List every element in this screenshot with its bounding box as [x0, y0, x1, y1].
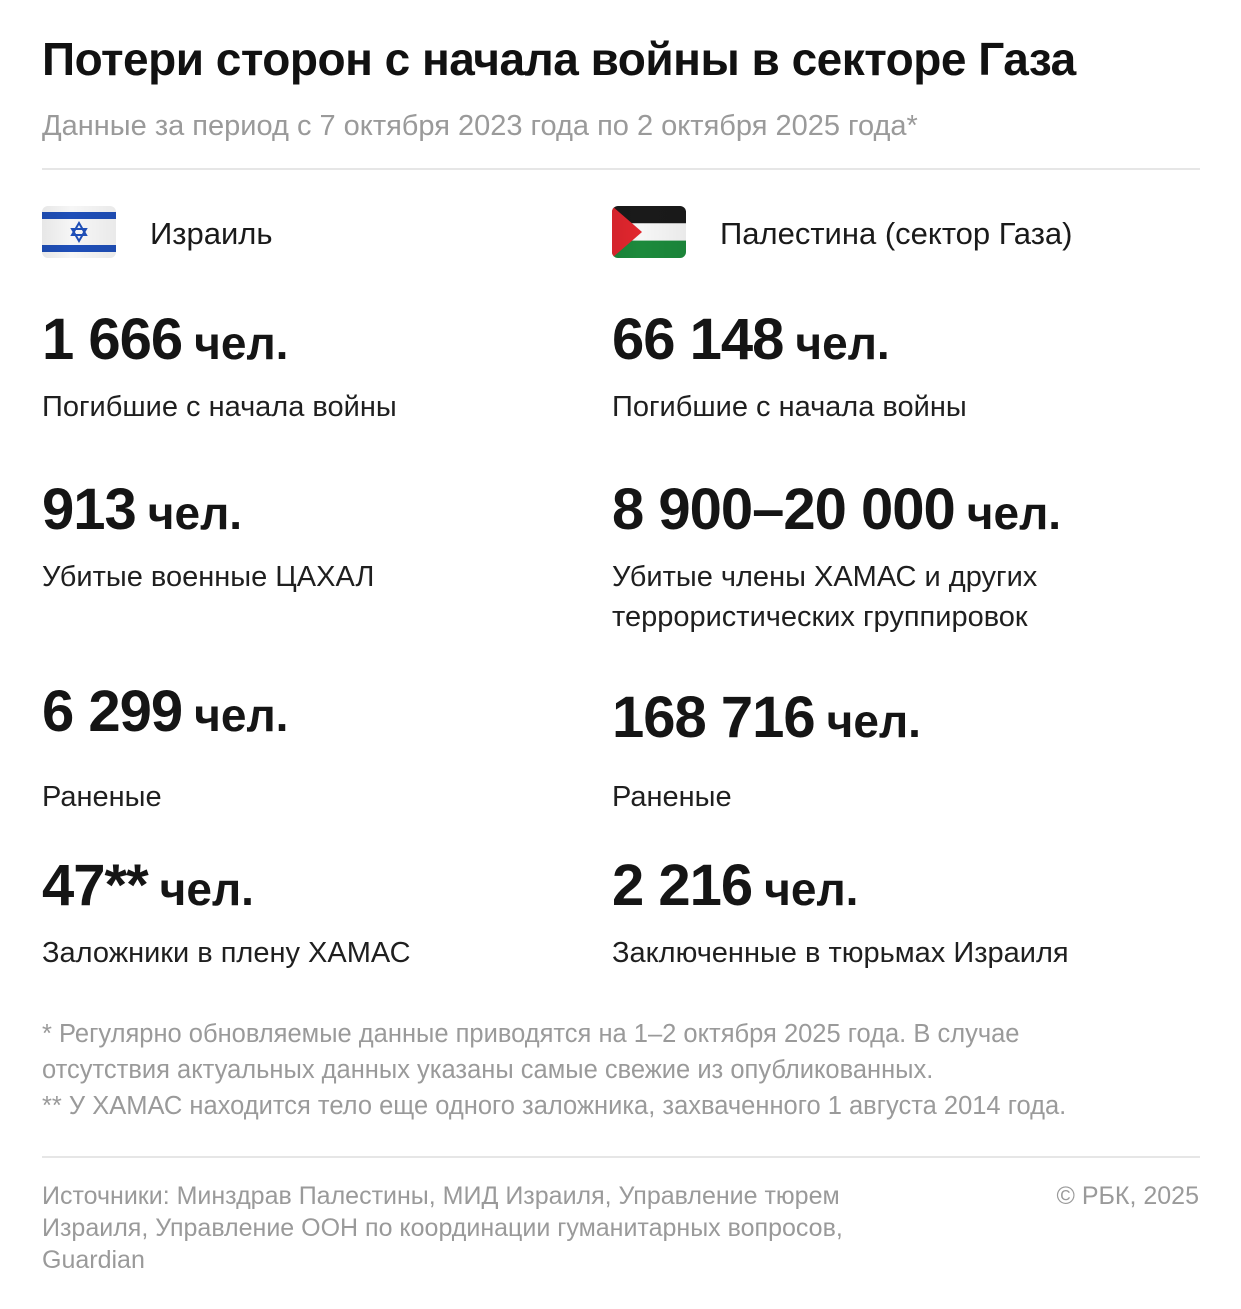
israel-flag-icon [42, 206, 116, 258]
stat-unit: чел. [795, 317, 890, 369]
stat-value: 168 716 чел. [612, 685, 921, 750]
palestine-stat-killed: 66 148 чел. Погибшие с начала войны [612, 308, 967, 427]
stat-label: Погибшие с начала войны [42, 391, 397, 423]
israel-stat-killed: 1 666 чел. Погибшие с начала войны [42, 308, 397, 427]
israel-name: Израиль [150, 216, 273, 251]
israel-stat-wounded: 6 299 чел. Раненые [42, 680, 288, 817]
copyright: © РБК, 2025 [1056, 1182, 1199, 1210]
stat-label: Раненые [42, 781, 162, 813]
stat-label: Раненые [612, 781, 732, 813]
stat-value: 66 148 чел. [612, 307, 890, 372]
bottom-divider [42, 1156, 1200, 1158]
stat-value: 47** чел. [42, 853, 254, 918]
stat-label: террористических группировок [612, 601, 1028, 633]
sources-line: Источники: Минздрав Палестины, МИД Израи… [42, 1182, 840, 1210]
palestine-stat-militants: 8 900–20 000 чел. Убитые члены ХАМАС и др… [612, 478, 1061, 637]
footnote-line: отсутствия актуальных данных указаны сам… [42, 1056, 934, 1084]
israel-stat-hostages: 47** чел. Заложники в плену ХАМАС [42, 854, 411, 973]
stat-label: Убитые члены ХАМАС и других [612, 561, 1038, 593]
footnote-line: ** У ХАМАС находится тело еще одного зал… [42, 1092, 1067, 1120]
palestine-stat-wounded: 168 716 чел. Раненые [612, 686, 921, 817]
stat-unit: чел. [194, 689, 289, 741]
stat-unit: чел. [159, 863, 254, 915]
israel-stat-soldiers: 913 чел. Убитые военные ЦАХАЛ [42, 478, 374, 597]
stat-label: Заложники в плену ХАМАС [42, 937, 411, 969]
stat-label: Погибшие с начала войны [612, 391, 967, 423]
stat-label: Заключенные в тюрьмах Израиля [612, 937, 1069, 969]
stat-unit: чел. [826, 695, 921, 747]
stat-unit: чел. [764, 863, 859, 915]
palestine-flag-icon [612, 206, 686, 258]
stat-value: 1 666 чел. [42, 307, 289, 372]
stat-unit: чел. [147, 487, 243, 539]
stat-unit: чел. [194, 317, 289, 369]
stat-value: 2 216 чел. [612, 853, 859, 918]
page-title: Потери сторон с начала войны в секторе Г… [42, 33, 1076, 85]
sources: Источники: Минздрав Палестины, МИД Израи… [42, 1180, 1002, 1276]
footnotes: * Регулярно обновляемые данные приводятс… [42, 1016, 1212, 1124]
page-subtitle: Данные за период с 7 октября 2023 года п… [42, 110, 918, 142]
stat-unit: чел. [966, 487, 1062, 539]
palestine-stat-prisoners: 2 216 чел. Заключенные в тюрьмах Израиля [612, 854, 1069, 973]
footnote-line: * Регулярно обновляемые данные приводятс… [42, 1020, 1020, 1048]
palestine-name: Палестина (сектор Газа) [720, 216, 1073, 251]
stat-value: 6 299 чел. [42, 679, 289, 744]
sources-line: Guardian [42, 1246, 145, 1274]
sources-line: Израиля, Управление ООН по координации г… [42, 1214, 843, 1242]
top-divider [42, 168, 1200, 170]
stat-label: Убитые военные ЦАХАЛ [42, 561, 375, 593]
stat-value: 913 чел. [42, 477, 243, 542]
stat-value: 8 900–20 000 чел. [612, 477, 1062, 542]
